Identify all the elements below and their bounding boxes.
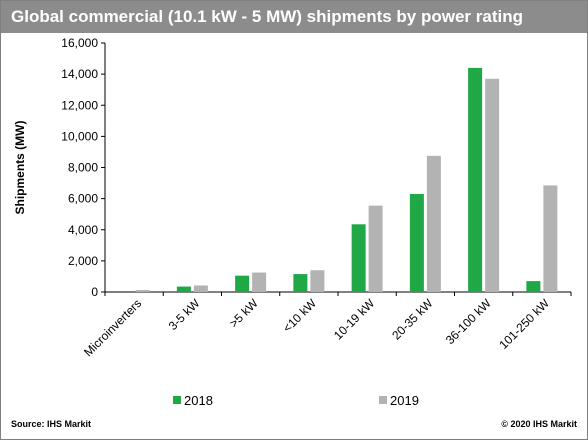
bar-2019-5 [426,155,441,292]
bar-2018-5 [409,193,424,292]
legend-2019-swatch [379,396,387,404]
y-tick-label: 8,000 [68,161,98,175]
y-tick-label: 12,000 [61,98,98,112]
title-bar: Global commercial (10.1 kW - 5 MW) shipm… [1,1,587,33]
copyright-note: © 2020 IHS Markit [501,419,577,429]
chart-title: Global commercial (10.1 kW - 5 MW) shipm… [11,7,523,26]
bar-2018-2 [235,275,250,292]
bar-2018-7 [526,281,541,292]
legend-2018-swatch [173,396,181,404]
bar-2019-4 [368,205,383,292]
bar-2019-0 [135,289,150,292]
bar-2019-3 [310,270,325,292]
bar-2018-1 [176,286,191,292]
x-tick-label: 10-19 kW [331,296,378,343]
bar-2018-4 [351,224,366,292]
y-tick-label: 2,000 [68,254,98,268]
x-tick-label: 36-100 kW [443,296,494,347]
y-axis-label: Shipments (MW) [13,121,27,215]
bar-2019-1 [193,285,208,292]
source-note: Source: IHS Markit [11,419,92,429]
x-tick-label: Microinverters [81,296,144,359]
y-tick-label: 6,000 [68,192,98,206]
legend-2018-label: 2018 [184,393,213,408]
y-tick-label: 10,000 [61,129,98,143]
x-tick-label: 3-5 kW [166,296,203,333]
bar-2018-6 [468,67,483,293]
x-tick-label: 101-250 kW [496,296,552,352]
y-tick-label: 16,000 [61,36,98,50]
x-tick-label: >5 kW [227,296,262,331]
bar-2018-3 [293,274,308,292]
bar-2018-0 [118,291,133,292]
y-tick-label: 14,000 [61,67,98,81]
bar-2019-7 [543,185,558,292]
x-tick-label: 20-35 kW [389,296,436,343]
x-tick-label: <10 kW [280,296,319,335]
y-tick-label: 4,000 [68,223,98,237]
legend-2019-label: 2019 [390,393,419,408]
y-tick-label: 0 [91,285,98,299]
bar-2019-6 [485,78,500,292]
bar-2019-2 [252,272,267,292]
